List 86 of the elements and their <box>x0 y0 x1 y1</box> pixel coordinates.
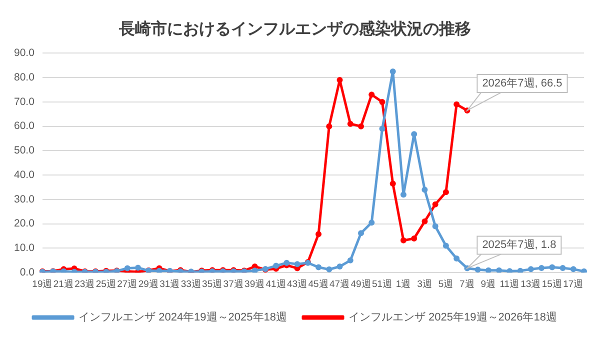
y-tick-label: 70.0 <box>14 96 35 108</box>
point <box>517 268 524 273</box>
point <box>485 267 492 273</box>
point <box>347 120 354 127</box>
x-tick-label: 49週 <box>350 278 372 290</box>
x-tick-label: 33週 <box>180 278 202 290</box>
point <box>506 268 513 273</box>
point <box>326 266 332 272</box>
point <box>316 264 322 270</box>
point <box>454 255 460 262</box>
point <box>442 189 449 196</box>
point <box>528 266 534 272</box>
x-tick-label: 3週 <box>417 278 432 290</box>
point <box>422 186 428 193</box>
x-tick-label: 17週 <box>563 278 584 290</box>
x-tick-label: 21週 <box>53 278 74 290</box>
point <box>252 268 258 273</box>
point <box>442 242 449 249</box>
point <box>400 237 406 244</box>
point <box>411 235 418 242</box>
point <box>347 257 354 264</box>
x-tick-label: 35週 <box>202 278 223 290</box>
point <box>358 123 364 130</box>
point <box>135 264 142 271</box>
point <box>411 131 418 138</box>
annotation: 2026年7週, 66.5 <box>482 78 562 90</box>
y-tick-label: 90.0 <box>14 47 35 60</box>
chart-title: 長崎市におけるインフルエンザの感染状況の推移 <box>118 20 471 38</box>
y-tick-label: 10.0 <box>14 242 35 254</box>
y-tick-label: 60.0 <box>14 120 35 132</box>
point <box>316 231 322 238</box>
x-tick-label: 19週 <box>32 278 53 290</box>
x-tick-label: 39週 <box>244 278 266 290</box>
point <box>390 180 396 187</box>
point <box>400 192 406 198</box>
y-tick-label: 30.0 <box>14 193 35 206</box>
point <box>390 68 396 74</box>
y-tick-label: 40.0 <box>14 168 35 181</box>
point <box>379 126 386 132</box>
x-tick-label: 51週 <box>372 278 393 290</box>
x-tick-label: 31週 <box>160 278 180 290</box>
x-tick-label: 13週 <box>520 278 542 290</box>
point <box>326 123 332 130</box>
y-tick-label: 80.0 <box>14 71 35 84</box>
x-tick-label: 1週 <box>396 278 412 290</box>
legend-label: インフルエンザ 2024年19週～2025年18週 <box>78 312 287 324</box>
x-tick-label: 23週 <box>74 278 96 290</box>
point <box>368 92 375 98</box>
point <box>284 260 290 266</box>
point <box>560 264 566 271</box>
y-tick-label: 50.0 <box>14 144 35 157</box>
y-tick-label: 0.0 <box>20 266 35 278</box>
legend-label: インフルエンザ 2025年19週～2026年18週 <box>348 312 557 324</box>
point <box>124 265 130 272</box>
point <box>549 264 556 270</box>
point <box>368 220 375 226</box>
y-tick-label: 20.0 <box>14 218 35 230</box>
x-tick-label: 45週 <box>308 278 329 290</box>
x-tick-label: 27週 <box>117 278 138 290</box>
point <box>474 266 481 273</box>
x-tick-label: 5週 <box>438 278 454 290</box>
point <box>538 264 545 271</box>
point <box>496 267 502 273</box>
point <box>336 264 343 270</box>
point <box>422 218 428 224</box>
point <box>379 98 386 105</box>
point <box>581 268 587 273</box>
point <box>570 266 576 272</box>
point <box>273 262 280 269</box>
x-tick-label: 43週 <box>287 278 308 290</box>
point <box>432 223 438 230</box>
x-tick-label: 47週 <box>329 278 350 290</box>
point <box>156 268 162 273</box>
x-tick-label: 15週 <box>542 278 562 290</box>
point <box>358 230 364 236</box>
point <box>294 261 300 268</box>
point <box>454 101 460 108</box>
x-tick-label: 25週 <box>96 278 116 290</box>
point <box>432 201 438 208</box>
x-tick-label: 9週 <box>480 278 496 290</box>
x-tick-label: 41週 <box>266 278 286 290</box>
x-tick-label: 37週 <box>223 278 244 290</box>
x-tick-label: 11週 <box>500 278 520 290</box>
x-tick-label: 7週 <box>460 278 475 290</box>
x-tick-label: 29週 <box>138 278 159 290</box>
annotation: 2025年7週, 1.8 <box>482 239 556 252</box>
